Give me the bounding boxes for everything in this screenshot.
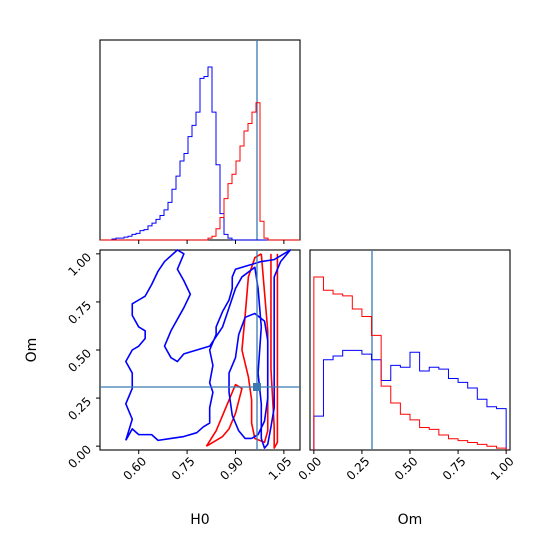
contour-series xyxy=(125,249,292,449)
h0-hist-series xyxy=(100,66,300,241)
h0-xtick-label-1: 0.75 xyxy=(169,454,198,483)
om-xtick-label-1: 0.25 xyxy=(344,454,373,483)
h0-xtick-label-0: 0.60 xyxy=(121,454,150,483)
h0-xtick-label-2: 0.90 xyxy=(217,454,246,483)
om-xtick-label-4: 1.00 xyxy=(488,454,517,483)
om-histogram-panel xyxy=(309,249,511,451)
om-hist-series-b xyxy=(313,276,507,450)
h0-om-2d-frame xyxy=(99,249,301,451)
om-xtick-label-3: 0.75 xyxy=(440,454,469,483)
h0-hist-series-a xyxy=(100,66,300,241)
tick-layer: 0.60 0.75 0.90 1.050.00 0.000.250.250.500.50… xyxy=(65,240,517,483)
x-axis-label-h0: H0 xyxy=(190,512,209,528)
contour-series-b-0 xyxy=(241,253,269,444)
x-axis-label-om: Om xyxy=(398,512,423,528)
truth-marker xyxy=(253,383,261,391)
om-ytick-label-2: 0.50 xyxy=(65,346,94,375)
h0-hist-series-b xyxy=(100,102,300,241)
h0-xtick-label-3: 1.05 xyxy=(266,454,295,483)
contour-series-a-1 xyxy=(228,312,269,440)
h0-histogram-panel xyxy=(99,39,301,241)
om-ytick-label-1: 0.25 xyxy=(65,394,94,423)
om-xtick-label-2: 0.50 xyxy=(392,454,421,483)
om-hist-series-a xyxy=(313,349,507,450)
contour-series-b-1 xyxy=(270,253,279,449)
om-xtick-label-0: 0.00 xyxy=(296,454,325,483)
om-ytick-label-0: 0.00 xyxy=(65,442,94,471)
y-axis-label-om: Om xyxy=(24,338,40,363)
om-ytick-label-3: 0.75 xyxy=(65,298,94,327)
contour-series-b-2 xyxy=(205,383,243,447)
om-hist-series xyxy=(313,276,507,450)
om-ytick-label-4: 1.00 xyxy=(65,250,94,279)
contour-series-a-0 xyxy=(125,249,292,449)
h0-histogram-frame xyxy=(99,39,301,241)
h0-om-2d-panel xyxy=(99,249,301,451)
